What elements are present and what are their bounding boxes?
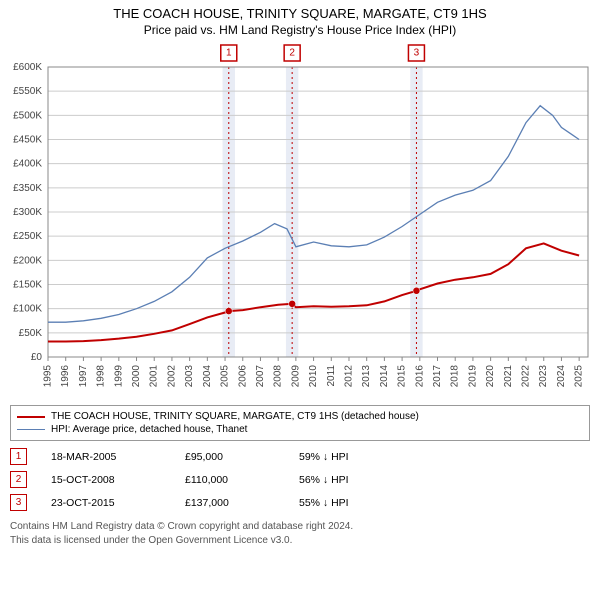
chart: £0 £50K £100K £150K £200K £250K £300K £350K £400… <box>0 39 600 399</box>
x-tick-label: 2000 <box>131 365 142 388</box>
y-tick-label: £50K <box>19 328 43 339</box>
sale-delta: 59% ↓ HPI <box>299 451 409 463</box>
chart-container: THE COACH HOUSE, TRINITY SQUARE, MARGATE… <box>0 0 600 547</box>
x-tick-label: 1998 <box>96 365 107 388</box>
sales-row: 3 23-OCT-2015 £137,000 55% ↓ HPI <box>10 491 590 514</box>
x-tick-label: 2014 <box>379 365 390 388</box>
y-tick-label: £150K <box>13 280 42 291</box>
x-tick-label: 2012 <box>343 365 354 388</box>
x-tick-label: 2004 <box>202 365 213 388</box>
legend-swatch <box>17 416 45 418</box>
x-tick-label: 2002 <box>166 365 177 388</box>
event-marker-number: 3 <box>414 48 420 59</box>
x-tick-label: 2022 <box>521 365 532 388</box>
x-tick-label: 2024 <box>556 365 567 388</box>
sale-point <box>289 300 296 307</box>
legend-item: HPI: Average price, detached house, Than… <box>17 423 583 436</box>
x-tick-label: 1996 <box>60 365 71 388</box>
x-tick-label: 1999 <box>113 365 124 388</box>
y-tick-label: £0 <box>31 352 43 363</box>
sale-index: 2 <box>10 471 27 488</box>
sale-point <box>413 287 420 294</box>
sale-date: 18-MAR-2005 <box>51 451 161 463</box>
sale-index: 3 <box>10 494 27 511</box>
legend-item: THE COACH HOUSE, TRINITY SQUARE, MARGATE… <box>17 410 583 423</box>
x-tick-label: 2020 <box>485 365 496 388</box>
x-tick-label: 2023 <box>538 365 549 388</box>
sale-price: £137,000 <box>185 497 275 509</box>
chart-title: THE COACH HOUSE, TRINITY SQUARE, MARGATE… <box>4 6 596 21</box>
sale-point <box>225 308 232 315</box>
sale-price: £95,000 <box>185 451 275 463</box>
x-tick-label: 1995 <box>43 365 54 388</box>
x-tick-label: 2016 <box>414 365 425 388</box>
y-tick-label: £300K <box>13 207 42 218</box>
y-tick-label: £450K <box>13 135 42 146</box>
x-tick-label: 2003 <box>184 365 195 388</box>
x-tick-label: 2010 <box>308 365 319 388</box>
legend-swatch <box>17 429 45 430</box>
y-tick-label: £200K <box>13 255 42 266</box>
x-tick-label: 2008 <box>273 365 284 388</box>
footer-line-1: Contains HM Land Registry data © Crown c… <box>10 520 590 534</box>
legend: THE COACH HOUSE, TRINITY SQUARE, MARGATE… <box>10 405 590 441</box>
x-tick-label: 2019 <box>467 365 478 388</box>
chart-subtitle: Price paid vs. HM Land Registry's House … <box>4 23 596 37</box>
sale-delta: 56% ↓ HPI <box>299 474 409 486</box>
x-tick-label: 1997 <box>78 365 89 388</box>
titles: THE COACH HOUSE, TRINITY SQUARE, MARGATE… <box>0 0 600 39</box>
footer: Contains HM Land Registry data © Crown c… <box>10 520 590 547</box>
x-tick-label: 2017 <box>432 365 443 388</box>
event-marker-number: 1 <box>226 48 232 59</box>
y-tick-label: £250K <box>13 231 42 242</box>
x-tick-label: 2011 <box>326 365 337 387</box>
footer-line-2: This data is licensed under the Open Gov… <box>10 534 590 548</box>
x-tick-label: 2025 <box>574 365 585 388</box>
legend-label: THE COACH HOUSE, TRINITY SQUARE, MARGATE… <box>51 411 419 422</box>
x-tick-label: 2001 <box>149 365 160 388</box>
x-tick-label: 2018 <box>450 365 461 388</box>
x-tick-label: 2021 <box>503 365 514 388</box>
legend-label: HPI: Average price, detached house, Than… <box>51 424 247 435</box>
sales-row: 2 15-OCT-2008 £110,000 56% ↓ HPI <box>10 468 590 491</box>
y-tick-label: £400K <box>13 159 42 170</box>
y-tick-label: £500K <box>13 110 42 121</box>
chart-svg: £0 £50K £100K £150K £200K £250K £300K £350K £400… <box>0 39 600 399</box>
sale-index: 1 <box>10 448 27 465</box>
x-tick-label: 2006 <box>237 365 248 388</box>
x-tick-label: 2007 <box>255 365 266 388</box>
x-tick-label: 2013 <box>361 365 372 388</box>
y-tick-label: £350K <box>13 183 42 194</box>
sale-price: £110,000 <box>185 474 275 486</box>
y-tick-label: £550K <box>13 86 42 97</box>
sales-table: 1 18-MAR-2005 £95,000 59% ↓ HPI 2 15-OCT-2008… <box>10 445 590 514</box>
sale-date: 15-OCT-2008 <box>51 474 161 486</box>
x-tick-label: 2015 <box>397 365 408 388</box>
event-marker-number: 2 <box>289 48 295 59</box>
sales-row: 1 18-MAR-2005 £95,000 59% ↓ HPI <box>10 445 590 468</box>
y-tick-label: £600K <box>13 62 42 73</box>
y-tick-label: £100K <box>13 304 42 315</box>
x-tick-label: 2005 <box>220 365 231 388</box>
x-tick-label: 2009 <box>290 365 301 388</box>
sale-delta: 55% ↓ HPI <box>299 497 409 509</box>
sale-date: 23-OCT-2015 <box>51 497 161 509</box>
